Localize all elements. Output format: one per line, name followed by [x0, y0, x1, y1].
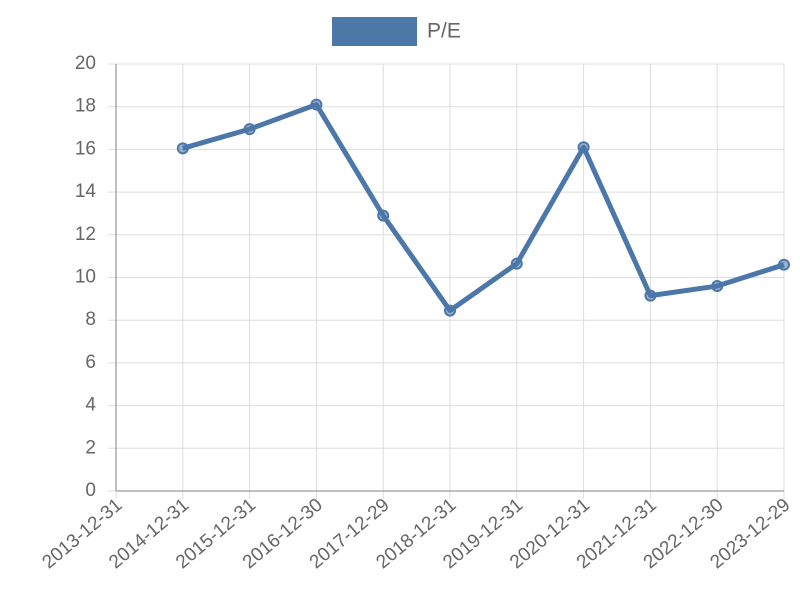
point	[711, 280, 724, 293]
y-tick-label: 16	[75, 138, 96, 159]
point	[444, 304, 456, 317]
y-tick-label: 4	[85, 395, 96, 416]
point	[644, 289, 657, 302]
legend-swatch	[332, 17, 417, 46]
y-tick-label: 2	[85, 437, 96, 458]
y-tick-label: 6	[85, 352, 96, 373]
line	[182, 102, 785, 314]
y-tick-label: 12	[75, 224, 96, 245]
y-tick-label: 18	[75, 96, 96, 117]
point	[510, 257, 523, 270]
point	[176, 142, 189, 155]
point	[243, 123, 256, 136]
y-tick-label: 20	[75, 53, 96, 74]
point	[310, 98, 323, 111]
y-tick-label: 14	[75, 181, 97, 202]
point	[577, 141, 590, 154]
legend-label: P/E	[427, 20, 461, 43]
y-tick-label: 0	[85, 480, 96, 501]
y-tick-label: 10	[75, 267, 96, 288]
point	[377, 209, 390, 222]
point	[778, 258, 790, 271]
y-tick-label: 8	[85, 309, 96, 330]
legend-item: P/E	[332, 17, 461, 46]
